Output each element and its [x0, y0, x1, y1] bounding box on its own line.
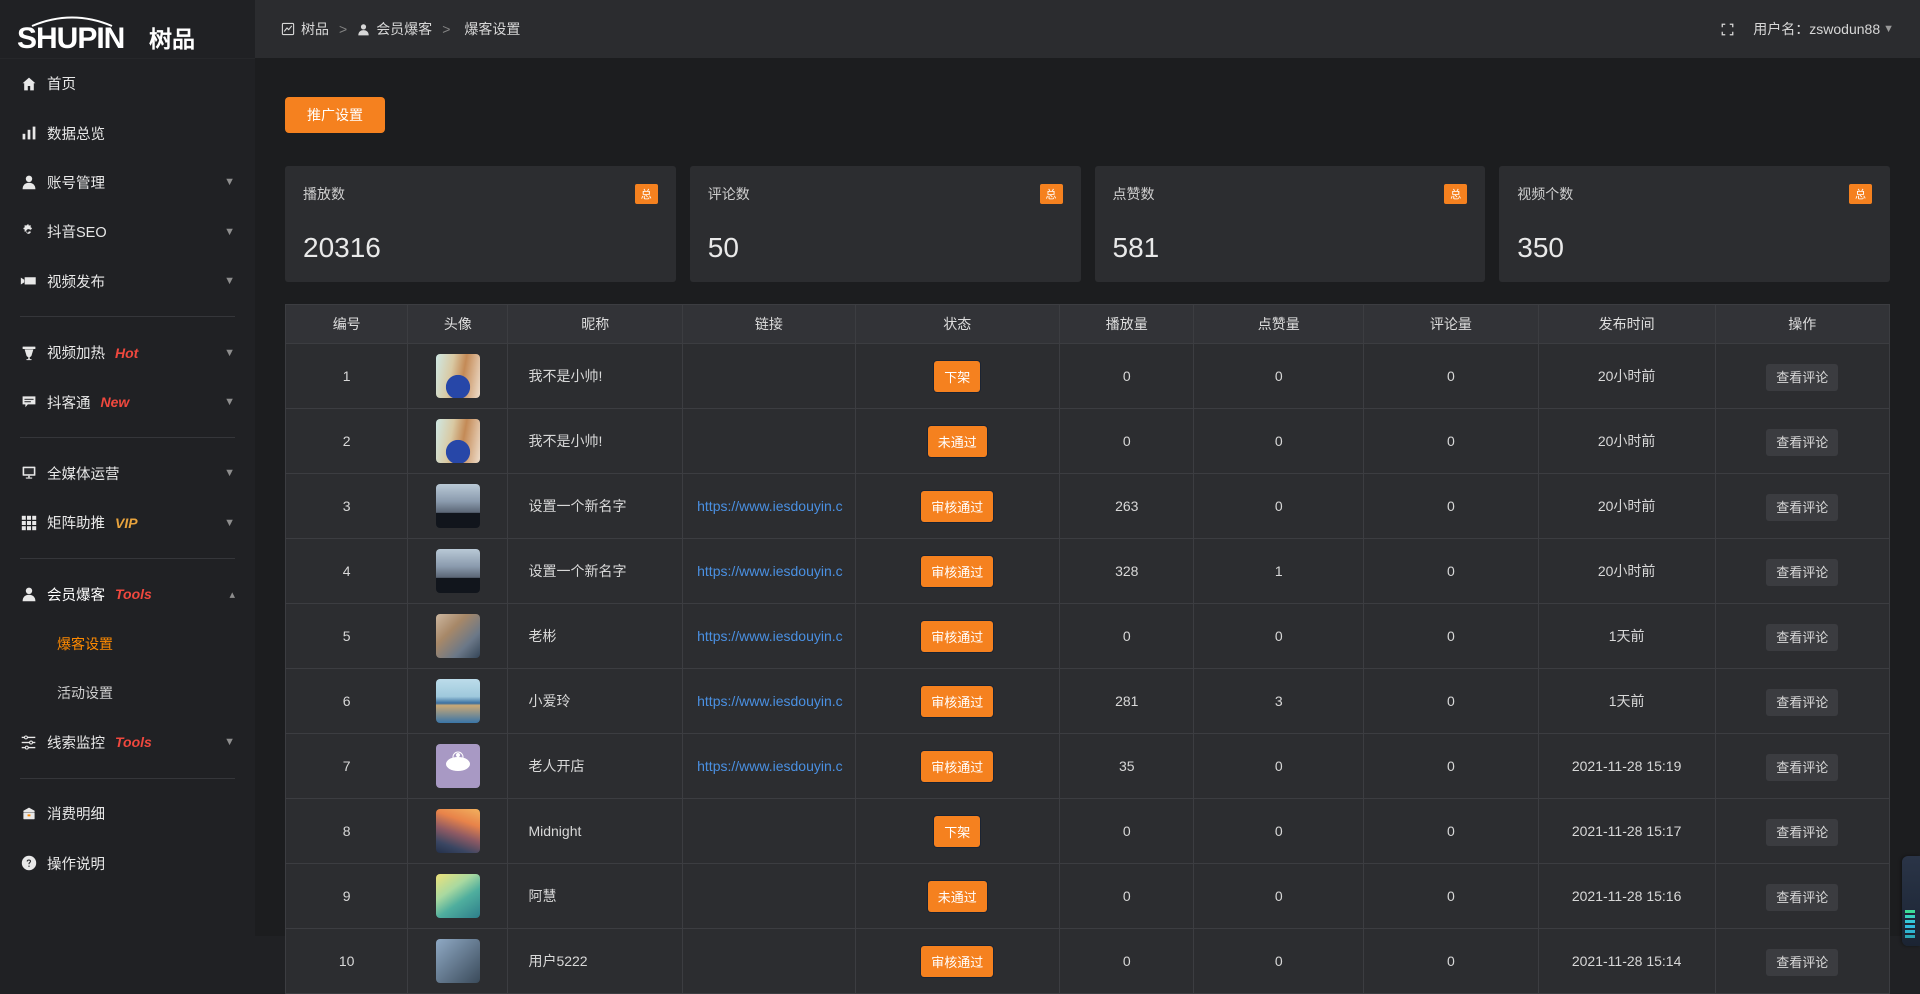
svg-text:树品: 树品	[149, 26, 195, 52]
svg-text:SHUPIN: SHUPIN	[17, 22, 124, 55]
